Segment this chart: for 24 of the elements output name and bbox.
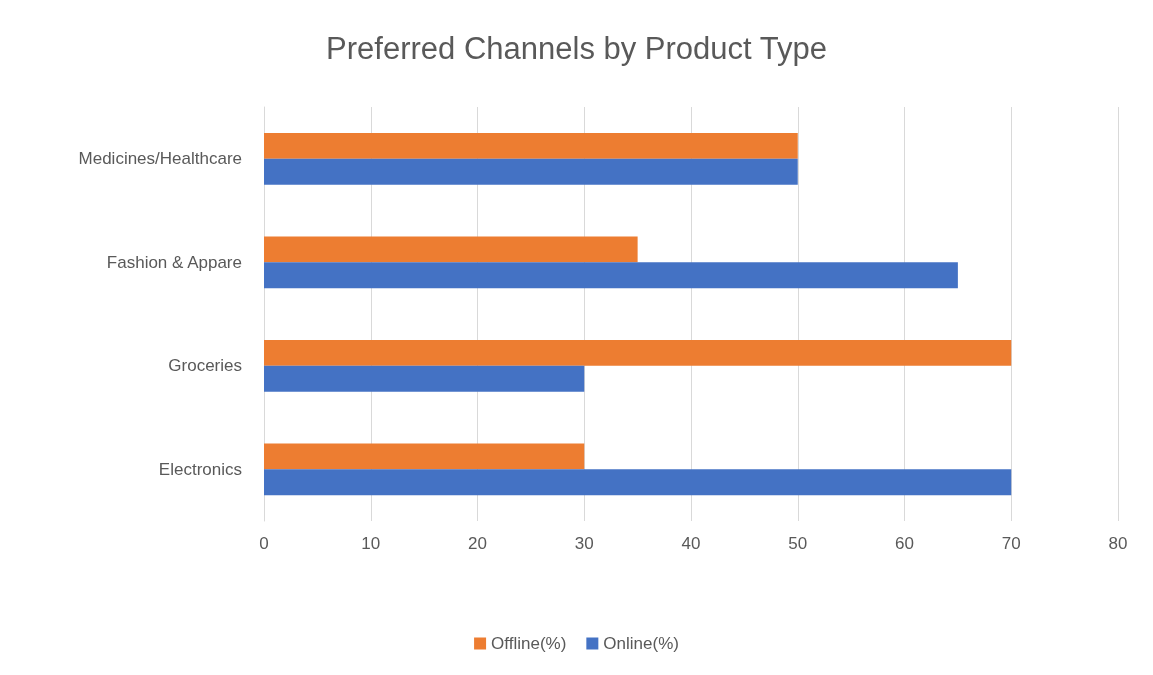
y-tick-label: Fashion & Appare bbox=[106, 252, 242, 272]
x-tick-label: 30 bbox=[574, 534, 594, 553]
legend-label: Offline(%) bbox=[491, 634, 567, 653]
bar bbox=[264, 236, 638, 263]
bar bbox=[264, 339, 1012, 366]
bar bbox=[264, 262, 958, 289]
y-tick-label: Groceries bbox=[168, 356, 242, 376]
x-tick-label: 70 bbox=[1001, 534, 1021, 553]
x-tick-label: 0 bbox=[259, 534, 269, 553]
x-tick-label: 60 bbox=[895, 534, 914, 553]
legend-label: Online(%) bbox=[603, 634, 679, 653]
x-tick-label: 50 bbox=[788, 534, 808, 553]
x-tick-label: 40 bbox=[681, 534, 701, 553]
bar bbox=[264, 365, 585, 392]
y-tick-label: Electronics bbox=[158, 459, 242, 479]
y-tick-label: Medicines/Healthcare bbox=[78, 149, 242, 169]
bar bbox=[264, 158, 798, 185]
bar bbox=[264, 443, 585, 470]
x-tick-label: 80 bbox=[1108, 534, 1128, 553]
bar bbox=[264, 469, 1012, 496]
chart-title: Preferred Channels by Product Type bbox=[326, 31, 827, 66]
bar bbox=[264, 132, 798, 159]
x-tick-label: 20 bbox=[468, 534, 487, 553]
x-tick-label: 10 bbox=[361, 534, 381, 553]
